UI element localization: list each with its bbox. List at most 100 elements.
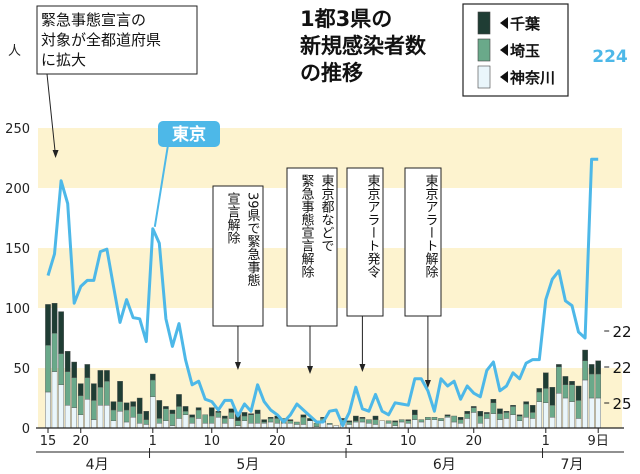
month-label: 4月 xyxy=(86,457,109,473)
bar-kanagawa xyxy=(529,418,536,429)
bar-chiba xyxy=(346,420,353,423)
bar-chiba xyxy=(143,411,150,420)
bar-chiba xyxy=(156,400,163,419)
bar-kanagawa xyxy=(503,418,510,429)
bar-chiba xyxy=(503,411,510,413)
y-axis: 0 50 100 150 200 250 人 xyxy=(5,44,30,437)
bar-chiba xyxy=(562,376,569,385)
bar-saitama xyxy=(104,381,110,406)
annotation-text: 東京都などで xyxy=(319,173,335,252)
annotation-text: 宣言解除 xyxy=(225,191,241,244)
x-tick-label: 1 xyxy=(542,434,550,449)
bar-saitama xyxy=(503,412,510,419)
y-unit: 人 xyxy=(8,44,21,59)
bar-saitama xyxy=(287,420,294,424)
bar-kanagawa xyxy=(202,423,209,429)
bar-kanagawa xyxy=(189,423,195,429)
bar-saitama xyxy=(64,371,71,406)
bar-kanagawa xyxy=(556,393,562,429)
bar-kanagawa xyxy=(248,423,254,429)
x-tick-label: 10 xyxy=(400,434,417,449)
bar-saitama xyxy=(274,418,281,424)
bar-chiba xyxy=(470,406,477,408)
bar-kanagawa xyxy=(366,423,372,429)
bar-saitama xyxy=(451,415,457,423)
bar-chiba xyxy=(549,387,556,406)
legend-pointer-icon xyxy=(500,44,508,56)
annotation-arrow xyxy=(46,73,57,157)
annotation-text: に拡大 xyxy=(41,51,86,69)
bar-kanagawa xyxy=(431,419,438,429)
bar-kanagawa xyxy=(451,421,457,429)
bar-saitama xyxy=(398,419,405,423)
bar-kanagawa xyxy=(274,423,281,429)
x-axis: 15 20 1 10 20 1 10 20 1 9日 4月 5月 6月 7月 xyxy=(36,427,624,473)
bar-kanagawa xyxy=(91,419,97,429)
bar-kanagawa xyxy=(261,423,267,429)
bar-chiba xyxy=(51,303,58,334)
bar-saitama xyxy=(457,419,464,424)
legend-label: 埼玉 xyxy=(510,42,540,60)
x-tick-label: 9日 xyxy=(588,434,609,449)
bar-saitama xyxy=(392,421,398,426)
bar-kanagawa xyxy=(64,405,71,429)
bar-kanagawa xyxy=(418,421,425,429)
bar-kanagawa xyxy=(543,402,549,429)
bar-kanagawa xyxy=(51,371,58,429)
bar-saitama xyxy=(516,415,523,422)
bar-chiba xyxy=(595,360,601,375)
legend-swatch xyxy=(477,11,491,35)
bar-kanagawa xyxy=(182,414,189,429)
bar-chiba xyxy=(477,411,484,417)
bar-saitama xyxy=(346,421,353,425)
legend-label: 千葉 xyxy=(510,15,541,33)
bar-kanagawa xyxy=(582,379,588,429)
bar-chiba xyxy=(110,401,117,411)
bar-chiba xyxy=(464,411,471,414)
bar-chiba xyxy=(569,381,575,386)
bar-chiba xyxy=(588,364,595,375)
annotation-box xyxy=(346,167,384,317)
bar-kanagawa xyxy=(97,405,104,429)
bar-saitama xyxy=(595,373,601,399)
bar-kanagawa xyxy=(412,419,418,429)
arrow-head xyxy=(359,364,366,372)
bar-saitama xyxy=(300,417,307,425)
x-tick-label: 20 xyxy=(269,434,286,449)
bar-chiba xyxy=(516,414,523,417)
bar-saitama xyxy=(490,402,497,414)
bar-kanagawa xyxy=(516,420,523,429)
bar-kanagawa xyxy=(438,420,444,429)
bar-saitama xyxy=(438,418,444,421)
tokyo-end-value: 224 xyxy=(592,47,628,67)
tokyo-callout-label: 東京 xyxy=(172,124,206,145)
bar-saitama xyxy=(149,379,156,397)
bar-chiba xyxy=(169,409,176,414)
bar-saitama xyxy=(208,415,215,424)
bar-saitama xyxy=(130,406,136,418)
bar-kanagawa xyxy=(77,414,84,429)
bar-kanagawa xyxy=(444,417,451,429)
bar-saitama xyxy=(176,406,182,419)
bar-chiba xyxy=(412,409,418,416)
bar-saitama xyxy=(182,411,189,416)
bar-saitama xyxy=(294,421,300,425)
bar-saitama xyxy=(582,360,588,381)
tokyo-line xyxy=(46,157,599,428)
arrow-head xyxy=(52,150,59,158)
bar-saitama xyxy=(228,412,235,419)
bar-saitama xyxy=(497,413,503,420)
bar-chiba xyxy=(58,311,64,354)
bar-chiba xyxy=(64,351,71,372)
end-label-chiba: 22 xyxy=(612,323,631,341)
bar-saitama xyxy=(313,423,320,428)
bar-kanagawa xyxy=(464,418,471,429)
bar-chiba xyxy=(104,370,110,382)
bar-saitama xyxy=(97,387,104,406)
annotation-box xyxy=(36,5,198,75)
bar-kanagawa xyxy=(588,397,595,429)
bar-chiba xyxy=(189,414,195,418)
bar-chiba xyxy=(490,399,497,404)
bar-kanagawa xyxy=(353,421,359,429)
